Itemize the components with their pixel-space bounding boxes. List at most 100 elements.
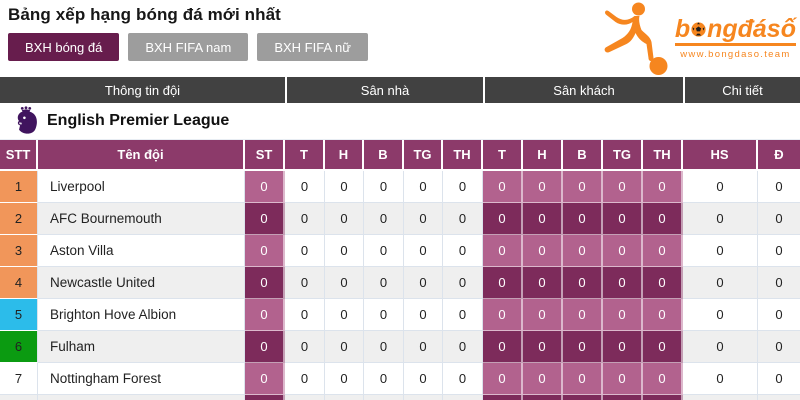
team-name-cell[interactable]: AFC Bournemouth [38, 203, 245, 235]
column-header-cell: B [563, 140, 603, 171]
table-row: 2 AFC Bournemouth 0 0 0 0 0 0 0 0 0 0 0 0 0 [0, 203, 800, 235]
away-stat-cell [643, 395, 683, 400]
home-stat-cell [443, 395, 483, 400]
away-stat-cell: 0 [603, 299, 643, 331]
matches-played-cell: 0 [245, 171, 285, 203]
rank-cell: 7 [0, 363, 38, 395]
away-stat-cell: 0 [523, 331, 563, 363]
away-stat-cell: 0 [643, 331, 683, 363]
goal-difference-cell: 0 [683, 267, 758, 299]
away-stat-cell: 0 [643, 171, 683, 203]
standings-table: Thông tin đội Sân nhà Sân khách Chi tiết En… [0, 77, 800, 400]
home-stat-cell: 0 [404, 171, 443, 203]
home-stat-cell: 0 [325, 171, 364, 203]
column-header-cell: STT [0, 140, 38, 171]
column-header-cell: HS [683, 140, 758, 171]
away-stat-cell: 0 [563, 235, 603, 267]
away-stat-cell: 0 [483, 267, 523, 299]
table-body: 1 Liverpool 0 0 0 0 0 0 0 0 0 0 0 0 0 2 AFC Bournemouth 0… [0, 171, 800, 400]
rank-cell: 2 [0, 203, 38, 235]
rank-cell [0, 395, 38, 400]
tab-bxh-bong-da[interactable]: BXH bóng đá [8, 33, 120, 61]
away-stat-cell [603, 395, 643, 400]
team-name-cell[interactable]: Liverpool [38, 171, 245, 203]
column-header-cell: Tên đội [38, 140, 245, 171]
team-name-cell[interactable]: Fulham [38, 331, 245, 363]
goal-difference-cell: 0 [683, 331, 758, 363]
home-stat-cell: 0 [443, 267, 483, 299]
away-stat-cell: 0 [523, 363, 563, 395]
rank-cell: 5 [0, 299, 38, 331]
soccer-ball-icon [691, 22, 706, 37]
column-group-header-row: Thông tin đội Sân nhà Sân khách Chi tiết [0, 77, 800, 103]
table-row: 7 Nottingham Forest 0 0 0 0 0 0 0 0 0 0 0 0 0 [0, 363, 800, 395]
goal-difference-cell: 0 [683, 203, 758, 235]
team-name-cell[interactable]: Brighton Hove Albion [38, 299, 245, 331]
table-row: 3 Aston Villa 0 0 0 0 0 0 0 0 0 0 0 0 0 [0, 235, 800, 267]
away-stat-cell: 0 [603, 267, 643, 299]
home-stat-cell: 0 [404, 363, 443, 395]
home-stat-cell: 0 [325, 363, 364, 395]
team-name-cell[interactable]: Newcastle United [38, 267, 245, 299]
team-name-cell[interactable]: Nottingham Forest [38, 363, 245, 395]
away-stat-cell: 0 [563, 299, 603, 331]
rank-cell: 4 [0, 267, 38, 299]
league-name: English Premier League [47, 112, 230, 129]
home-stat-cell [285, 395, 325, 400]
away-stat-cell: 0 [563, 171, 603, 203]
page-title: Bảng xếp hạng bóng đá mới nhất [8, 5, 281, 24]
home-stat-cell: 0 [285, 235, 325, 267]
column-header-cell: H [523, 140, 563, 171]
home-stat-cell: 0 [404, 267, 443, 299]
home-stat-cell: 0 [443, 331, 483, 363]
team-name-cell[interactable] [38, 395, 245, 400]
away-stat-cell: 0 [643, 299, 683, 331]
home-stat-cell: 0 [285, 203, 325, 235]
points-cell: 0 [758, 363, 800, 395]
home-stat-cell: 0 [443, 203, 483, 235]
away-stat-cell: 0 [483, 299, 523, 331]
home-stat-cell: 0 [325, 267, 364, 299]
points-cell: 0 [758, 267, 800, 299]
matches-played-cell: 0 [245, 203, 285, 235]
points-cell: 0 [758, 331, 800, 363]
away-stat-cell: 0 [563, 331, 603, 363]
premier-league-lion-icon [17, 106, 37, 134]
tab-bxh-fifa-nu[interactable]: BXH FIFA nữ [257, 33, 368, 61]
points-cell: 0 [758, 171, 800, 203]
away-stat-cell: 0 [483, 203, 523, 235]
home-stat-cell: 0 [285, 171, 325, 203]
home-stat-cell: 0 [364, 171, 404, 203]
column-header-cell: Đ [758, 140, 800, 171]
bongdaso-logo[interactable]: b ngđásố www.bongdaso.team [597, 0, 796, 78]
away-stat-cell: 0 [483, 331, 523, 363]
away-stat-cell: 0 [483, 171, 523, 203]
goal-difference-cell: 0 [683, 363, 758, 395]
group-header-cell: Chi tiết [683, 77, 800, 103]
home-stat-cell: 0 [364, 363, 404, 395]
away-stat-cell: 0 [523, 267, 563, 299]
home-stat-cell: 0 [285, 363, 325, 395]
brand-url: www.bongdaso.team [680, 49, 791, 61]
home-stat-cell: 0 [325, 203, 364, 235]
football-player-kicking-icon [604, 2, 668, 75]
points-cell: 0 [758, 235, 800, 267]
logo-text: b ngđásố www.bongdaso.team [674, 16, 796, 61]
home-stat-cell: 0 [325, 299, 364, 331]
brand-name: b ngđásố [674, 16, 796, 47]
rank-cell: 3 [0, 235, 38, 267]
goal-difference-cell: 0 [683, 235, 758, 267]
points-cell: 0 [758, 203, 800, 235]
column-header-cell: TG [404, 140, 443, 171]
matches-played-cell: 0 [245, 299, 285, 331]
away-stat-cell: 0 [603, 235, 643, 267]
home-stat-cell: 0 [285, 331, 325, 363]
away-stat-cell: 0 [563, 363, 603, 395]
home-stat-cell: 0 [404, 331, 443, 363]
tab-bxh-fifa-nam[interactable]: BXH FIFA nam [128, 33, 249, 61]
team-name-cell[interactable]: Aston Villa [38, 235, 245, 267]
home-stat-cell: 0 [285, 267, 325, 299]
table-row: 5 Brighton Hove Albion 0 0 0 0 0 0 0 0 0 0 0 0 0 [0, 299, 800, 331]
column-header-cell: T [483, 140, 523, 171]
